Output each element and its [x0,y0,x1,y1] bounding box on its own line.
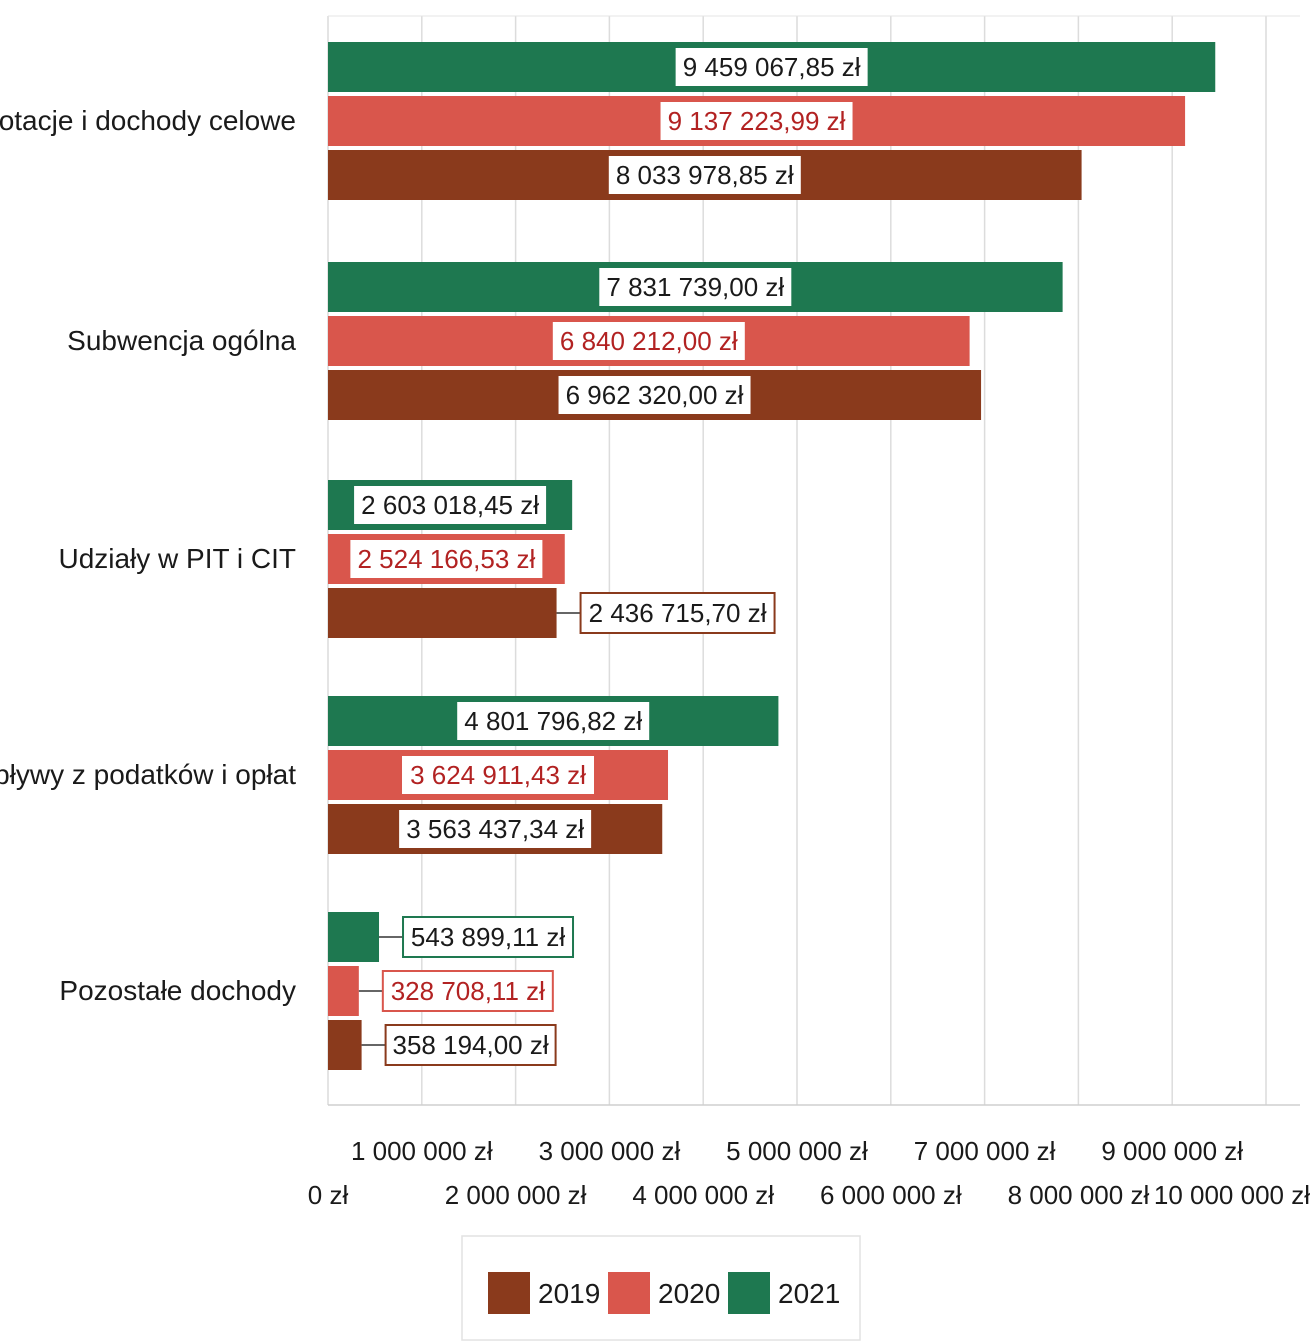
x-tick-label: 1 000 000 zł [351,1136,493,1166]
legend-label: 2019 [538,1278,600,1309]
data-label-box [597,266,794,308]
data-label-box [348,538,545,580]
legend: 2019 2020 2021 [461,1235,861,1341]
data-label: 6 840 212,00 zł [560,326,738,356]
x-tick-label: 3 000 000 zł [539,1136,681,1166]
data-label: 7 831 739,00 zł [606,272,784,302]
x-tick-label: 9 000 000 zł [1101,1136,1243,1166]
bar-2020 [328,966,359,1016]
x-tick-label: 5 000 000 zł [726,1136,868,1166]
data-label: 3 563 437,34 zł [406,814,584,844]
x-tick-label: 0 zł [308,1180,349,1210]
legend-label: 2021 [778,1278,840,1309]
data-label-box [673,46,870,88]
x-tick-label: 8 000 000 zł [1008,1180,1150,1210]
x-tick-label: 4 000 000 zł [632,1180,774,1210]
data-label: 328 708,11 zł [391,976,545,1006]
data-label-box [556,374,753,416]
category-label: Udziały w PIT i CIT [58,543,296,574]
category-label: Subwencja ogólna [67,325,296,356]
data-label: 4 801 796,82 zł [464,706,642,736]
data-label-box [606,154,803,196]
category-labels: Dotacje i dochody celowe Subwencja ogólna… [0,105,296,1006]
data-label: 8 033 978,85 zł [616,160,794,190]
data-label: 543 899,11 zł [411,922,565,952]
data-label: 3 624 911,43 zł [410,760,586,790]
category-label: Pozostałe dochody [59,975,296,1006]
x-tick-label: 10 000 000 zł [1154,1180,1310,1210]
data-label-box [455,700,652,742]
legend-swatch [728,1272,770,1314]
x-axis-ticks: 0 zł1 000 000 zł 2 000 000 zł 3 000 000 zł… [308,1136,1310,1210]
category-label: Wpływy z podatków i opłat [0,759,296,790]
data-label: 2 603 018,45 zł [361,490,539,520]
legend-swatch [488,1272,530,1314]
bar-2021 [328,912,380,962]
data-labels: 9 459 067,85 zł 9 137 223,99 zł 8 033 978,… [348,46,870,1066]
data-label-box [402,916,575,958]
data-label-box [352,484,549,526]
legend-label: 2020 [658,1278,720,1309]
data-label-box [550,320,747,362]
data-label: 2 436 715,70 zł [589,598,767,628]
x-tick-label: 7 000 000 zł [914,1136,1056,1166]
data-label-box [384,1024,557,1066]
data-label-box [579,592,776,634]
data-label-box [381,970,554,1012]
data-label: 9 459 067,85 zł [683,52,861,82]
data-label: 9 137 223,99 zł [668,106,846,136]
category-label: Dotacje i dochody celowe [0,105,296,136]
bar-2019 [328,1020,362,1070]
x-tick-label: 2 000 000 zł [445,1180,587,1210]
bar-2019 [328,588,557,638]
data-label: 358 194,00 zł [393,1030,549,1060]
data-label: 2 524 166,53 zł [357,544,535,574]
x-tick-label: 6 000 000 zł [820,1180,962,1210]
legend-swatch [608,1272,650,1314]
data-label: 6 962 320,00 zł [566,380,744,410]
data-label-box [400,754,597,796]
data-label-box [658,100,855,142]
data-label-box [397,808,594,850]
